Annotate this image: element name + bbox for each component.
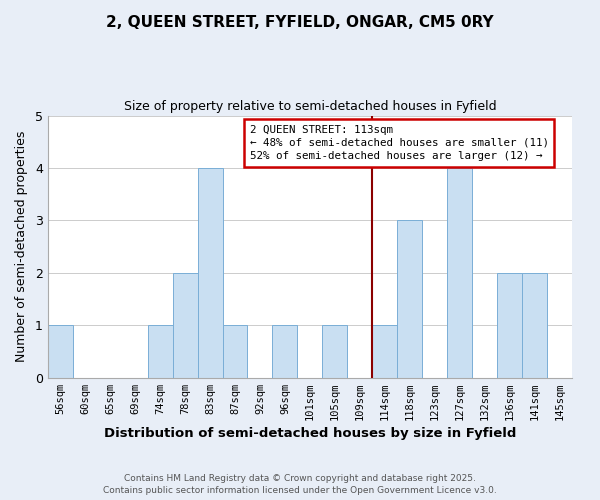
Text: Contains HM Land Registry data © Crown copyright and database right 2025.
Contai: Contains HM Land Registry data © Crown c… [103, 474, 497, 495]
Bar [522, 273, 547, 378]
X-axis label: Distribution of semi-detached houses by size in Fyfield: Distribution of semi-detached houses by … [104, 427, 516, 440]
Bar [447, 168, 472, 378]
Text: 2, QUEEN STREET, FYFIELD, ONGAR, CM5 0RY: 2, QUEEN STREET, FYFIELD, ONGAR, CM5 0RY [106, 15, 494, 30]
Bar [197, 168, 223, 378]
Bar [223, 326, 247, 378]
Bar [372, 326, 397, 378]
Bar [173, 273, 197, 378]
Text: 2 QUEEN STREET: 113sqm
← 48% of semi-detached houses are smaller (11)
52% of sem: 2 QUEEN STREET: 113sqm ← 48% of semi-det… [250, 124, 548, 161]
Bar [497, 273, 522, 378]
Bar [272, 326, 298, 378]
Bar [148, 326, 173, 378]
Bar [48, 326, 73, 378]
Bar [397, 220, 422, 378]
Y-axis label: Number of semi-detached properties: Number of semi-detached properties [15, 131, 28, 362]
Title: Size of property relative to semi-detached houses in Fyfield: Size of property relative to semi-detach… [124, 100, 496, 113]
Bar [322, 326, 347, 378]
